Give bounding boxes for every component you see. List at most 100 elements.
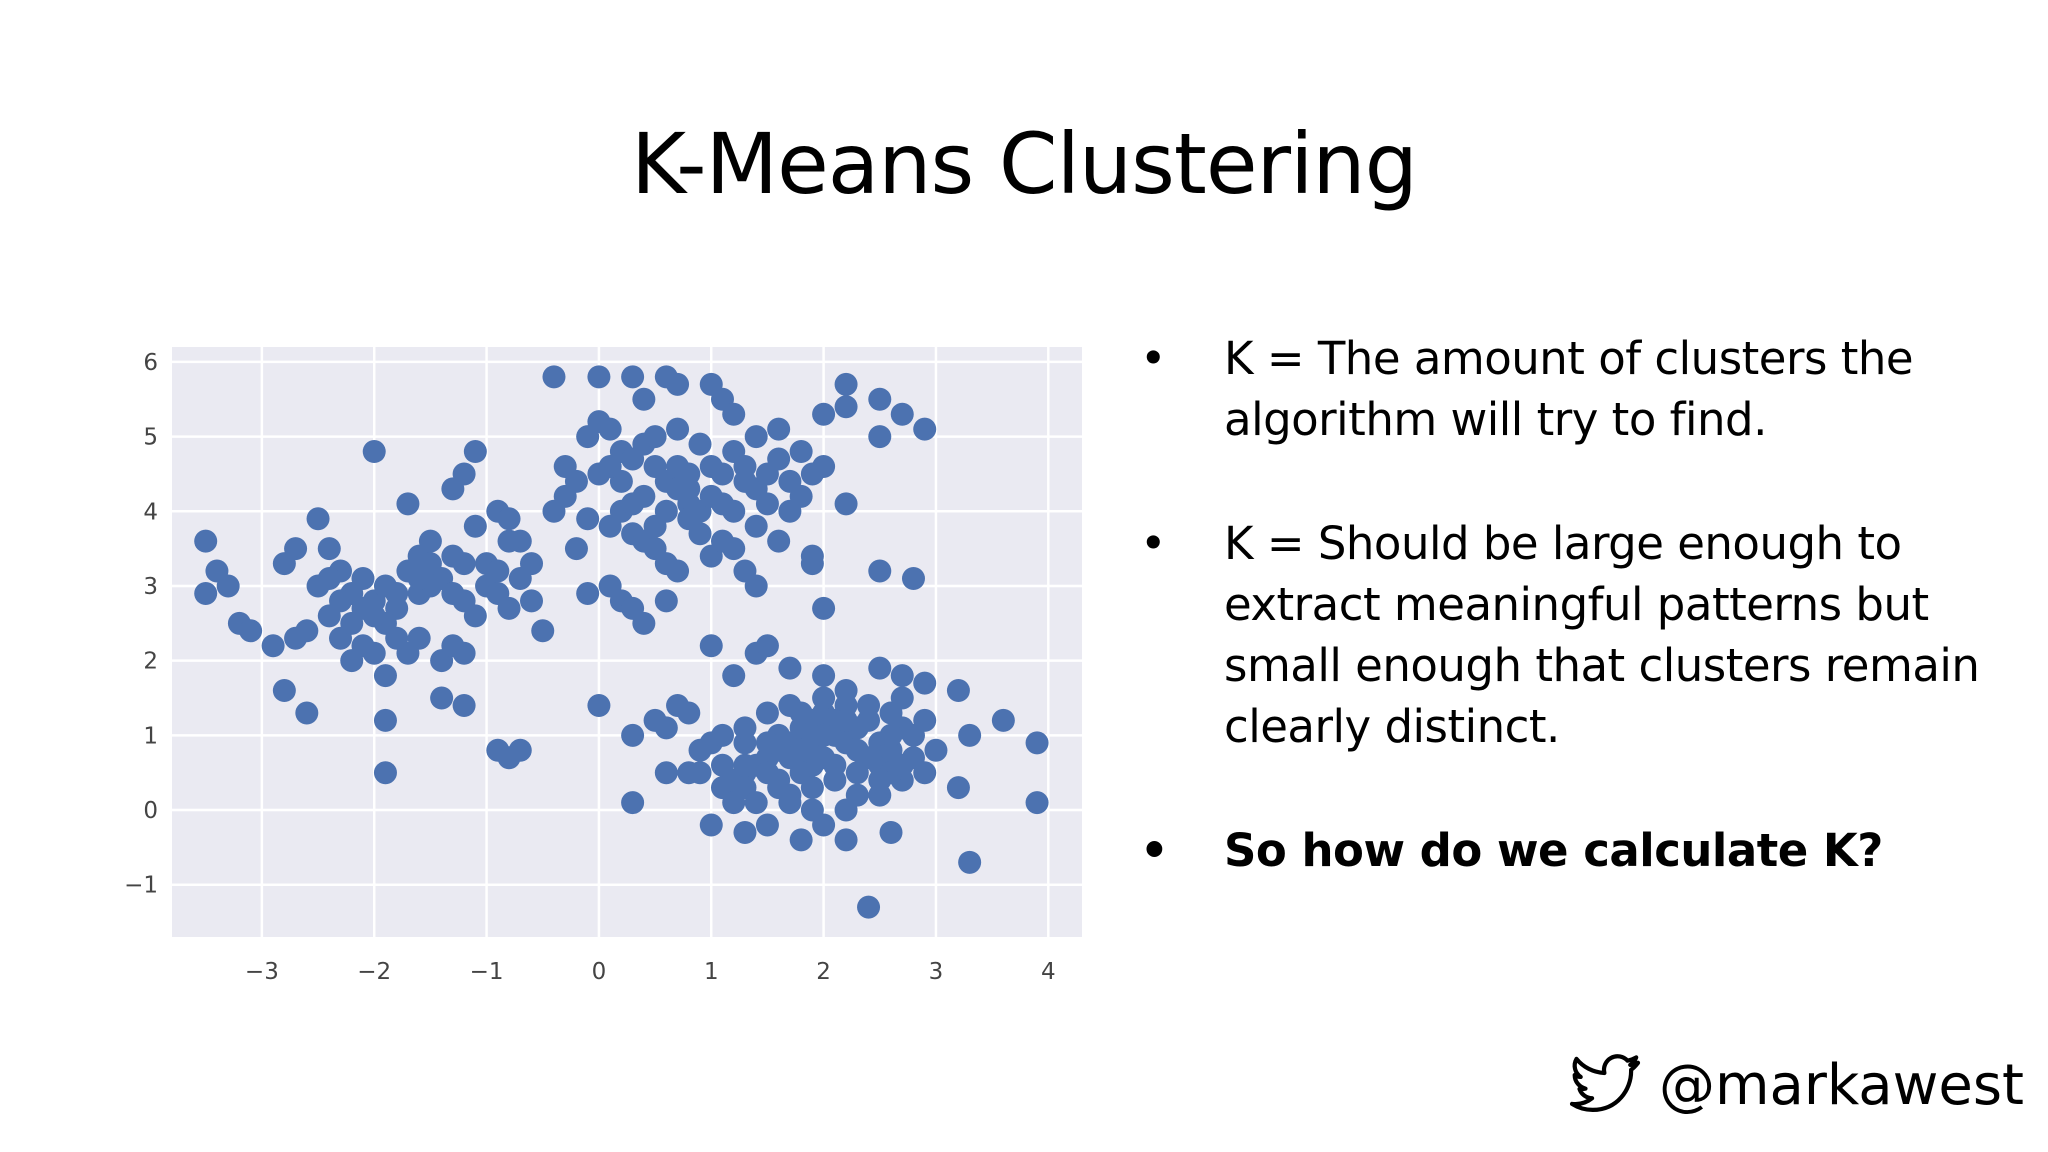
- data-point: [576, 581, 600, 605]
- bullet-item-k-definition: K = The amount of clusters the algorithm…: [1140, 328, 2020, 450]
- data-point: [688, 738, 712, 762]
- data-point: [520, 589, 544, 613]
- data-point: [924, 738, 948, 762]
- data-point: [879, 723, 903, 747]
- data-point: [385, 581, 409, 605]
- data-point: [497, 507, 521, 531]
- data-point: [576, 507, 600, 531]
- data-point: [261, 634, 285, 658]
- data-point: [654, 761, 678, 785]
- data-point: [834, 828, 858, 852]
- y-tick-label: 3: [143, 574, 158, 600]
- data-point: [441, 544, 465, 568]
- data-point: [621, 791, 645, 815]
- data-point: [812, 402, 836, 426]
- data-point: [677, 761, 701, 785]
- data-point: [677, 701, 701, 725]
- y-tick-label: −1: [124, 873, 158, 899]
- data-point: [239, 619, 263, 643]
- data-point: [913, 671, 937, 695]
- data-point: [890, 664, 914, 688]
- data-point: [991, 708, 1015, 732]
- data-point: [744, 514, 768, 538]
- twitter-bird-icon: [1569, 1054, 1641, 1113]
- y-tick-label: 5: [143, 425, 158, 451]
- x-tick-label: 4: [1041, 959, 1056, 985]
- data-point: [598, 454, 622, 478]
- data-point: [958, 723, 982, 747]
- y-tick-label: 6: [143, 350, 158, 376]
- data-point: [744, 574, 768, 598]
- data-point: [362, 440, 386, 464]
- data-point: [755, 701, 779, 725]
- data-point: [722, 791, 746, 815]
- data-point: [194, 529, 218, 553]
- data-point: [699, 813, 723, 837]
- data-point: [879, 820, 903, 844]
- data-point: [800, 798, 824, 822]
- data-point: [857, 895, 881, 919]
- data-point: [351, 567, 375, 591]
- data-point: [868, 783, 892, 807]
- data-point: [272, 679, 296, 703]
- data-point: [306, 507, 330, 531]
- data-point: [284, 626, 308, 650]
- data-point: [901, 567, 925, 591]
- data-point: [452, 693, 476, 717]
- data-point: [284, 537, 308, 561]
- data-point: [812, 686, 836, 710]
- data-point: [654, 716, 678, 740]
- data-point: [767, 417, 791, 441]
- data-point: [373, 708, 397, 732]
- data-point: [845, 761, 869, 785]
- data-point: [587, 365, 611, 389]
- x-tick-label: −2: [357, 959, 391, 985]
- data-point: [621, 492, 645, 516]
- x-tick-label: −3: [245, 959, 279, 985]
- data-point: [666, 559, 690, 583]
- data-point: [834, 372, 858, 396]
- x-tick-label: 3: [929, 959, 944, 985]
- data-point: [463, 514, 487, 538]
- data-point: [800, 776, 824, 800]
- data-point: [868, 656, 892, 680]
- data-point: [497, 529, 521, 553]
- data-point: [710, 723, 734, 747]
- data-point: [295, 701, 319, 725]
- data-point: [542, 499, 566, 523]
- data-point: [722, 402, 746, 426]
- data-point: [542, 365, 566, 389]
- data-point: [755, 731, 779, 755]
- data-point: [666, 417, 690, 441]
- data-point: [946, 679, 970, 703]
- data-point: [194, 581, 218, 605]
- data-point: [733, 716, 757, 740]
- data-point: [767, 768, 791, 792]
- x-tick-label: 2: [816, 959, 831, 985]
- data-point: [531, 619, 555, 643]
- data-point: [373, 664, 397, 688]
- x-tick-label: 0: [592, 959, 607, 985]
- data-point: [587, 693, 611, 717]
- data-point: [722, 664, 746, 688]
- data-point: [508, 567, 532, 591]
- data-point: [733, 469, 757, 493]
- data-point: [677, 462, 701, 486]
- data-point: [812, 596, 836, 620]
- data-point: [699, 634, 723, 658]
- data-point: [722, 537, 746, 561]
- data-point: [834, 708, 858, 732]
- data-point: [317, 537, 341, 561]
- data-point: [789, 440, 813, 464]
- data-point: [632, 611, 656, 635]
- data-point: [317, 567, 341, 591]
- data-point: [452, 641, 476, 665]
- data-point: [340, 611, 364, 635]
- data-point: [800, 552, 824, 576]
- data-point: [418, 529, 442, 553]
- data-point: [868, 425, 892, 449]
- data-point: [407, 626, 431, 650]
- data-point: [733, 820, 757, 844]
- data-point: [789, 701, 813, 725]
- data-point: [812, 664, 836, 688]
